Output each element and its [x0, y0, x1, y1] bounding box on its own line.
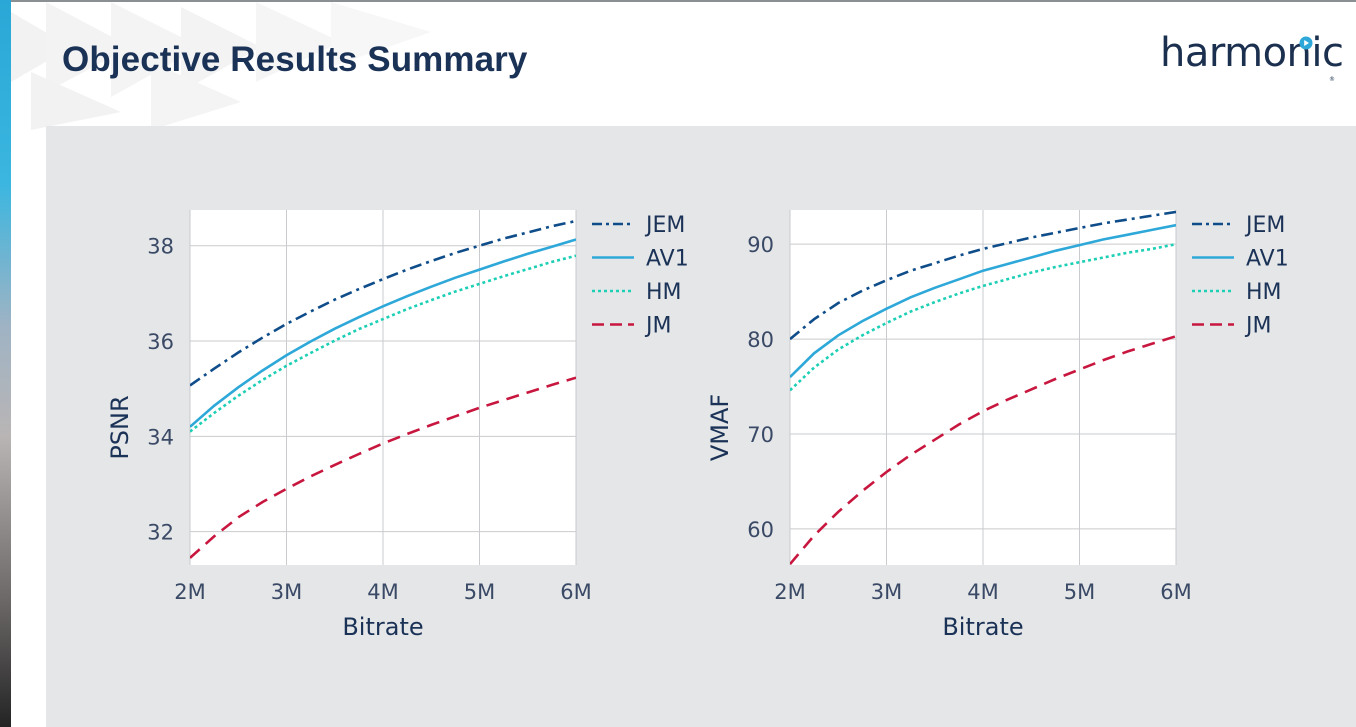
psnr-series-jm	[190, 376, 576, 559]
vmaf-x-tick-label: 3M	[871, 580, 902, 604]
vmaf-y-tick-label: 60	[747, 518, 774, 542]
vmaf-y-tick-label: 90	[747, 233, 774, 257]
psnr-legend-label-hm: HM	[646, 280, 682, 305]
vmaf-chart-svg: 2M 3M 4M 5M 6M 60 70 80 90 Bitrate VMAF JEM AV1 HM JM	[706, 210, 1289, 641]
vmaf-series-jem	[790, 210, 1176, 341]
psnr-chart: 2M 3M 4M 5M 6M 32 34 36 38 Bitrate PSNR JEM AV1 HM JM	[100, 195, 710, 655]
psnr-x-tick-label: 6M	[560, 580, 591, 604]
vmaf-legend-label-jm: JM	[1244, 314, 1271, 339]
psnr-y-tick-label: 32	[147, 521, 174, 545]
background-triangles	[11, 2, 431, 130]
vmaf-legend-label-jem: JEM	[1244, 213, 1285, 238]
psnr-series-jem	[190, 219, 576, 387]
vmaf-x-axis-label: Bitrate	[942, 613, 1023, 641]
vmaf-series-hm	[790, 242, 1176, 392]
vmaf-series-av1	[790, 223, 1176, 379]
vmaf-y-tick-label: 80	[747, 328, 774, 352]
vmaf-chart: 2M 3M 4M 5M 6M 60 70 80 90 Bitrate VMAF JEM AV1 HM JM	[700, 195, 1310, 655]
harmonic-logo: harmonic	[1160, 30, 1344, 76]
top-rule	[0, 0, 1356, 2]
left-accent-stripe	[0, 0, 11, 727]
psnr-y-axis-label: PSNR	[106, 395, 134, 459]
psnr-legend-label-jem: JEM	[644, 213, 685, 238]
vmaf-x-tick-label: 2M	[774, 580, 805, 604]
vmaf-y-axis-label: VMAF	[706, 394, 734, 461]
vmaf-series-jm	[790, 334, 1176, 565]
vmaf-legend-label-av1: AV1	[1246, 247, 1289, 272]
psnr-chart-svg: 2M 3M 4M 5M 6M 32 34 36 38 Bitrate PSNR JEM AV1 HM JM	[106, 210, 689, 641]
psnr-series-av1	[190, 238, 576, 428]
psnr-y-tick-label: 38	[147, 235, 174, 259]
psnr-y-tick-label: 36	[147, 330, 174, 354]
vmaf-x-tick-label: 5M	[1064, 580, 1095, 604]
vmaf-legend-label-hm: HM	[1246, 280, 1282, 305]
psnr-x-tick-label: 4M	[367, 580, 398, 604]
psnr-x-axis-label: Bitrate	[342, 613, 423, 641]
vmaf-y-tick-label: 70	[747, 423, 774, 447]
psnr-y-tick-label: 34	[147, 425, 174, 449]
psnr-legend-label-av1: AV1	[646, 247, 689, 272]
page-title: Objective Results Summary	[62, 40, 528, 79]
vmaf-x-tick-label: 4M	[967, 580, 998, 604]
psnr-series-hm	[190, 254, 576, 433]
registered-mark: ®	[1329, 76, 1335, 83]
logo-play-icon	[1299, 36, 1313, 50]
vmaf-x-tick-label: 6M	[1160, 580, 1191, 604]
psnr-x-tick-label: 3M	[271, 580, 302, 604]
psnr-x-tick-label: 2M	[174, 580, 205, 604]
psnr-x-tick-label: 5M	[464, 580, 495, 604]
psnr-legend-label-jm: JM	[644, 314, 671, 339]
